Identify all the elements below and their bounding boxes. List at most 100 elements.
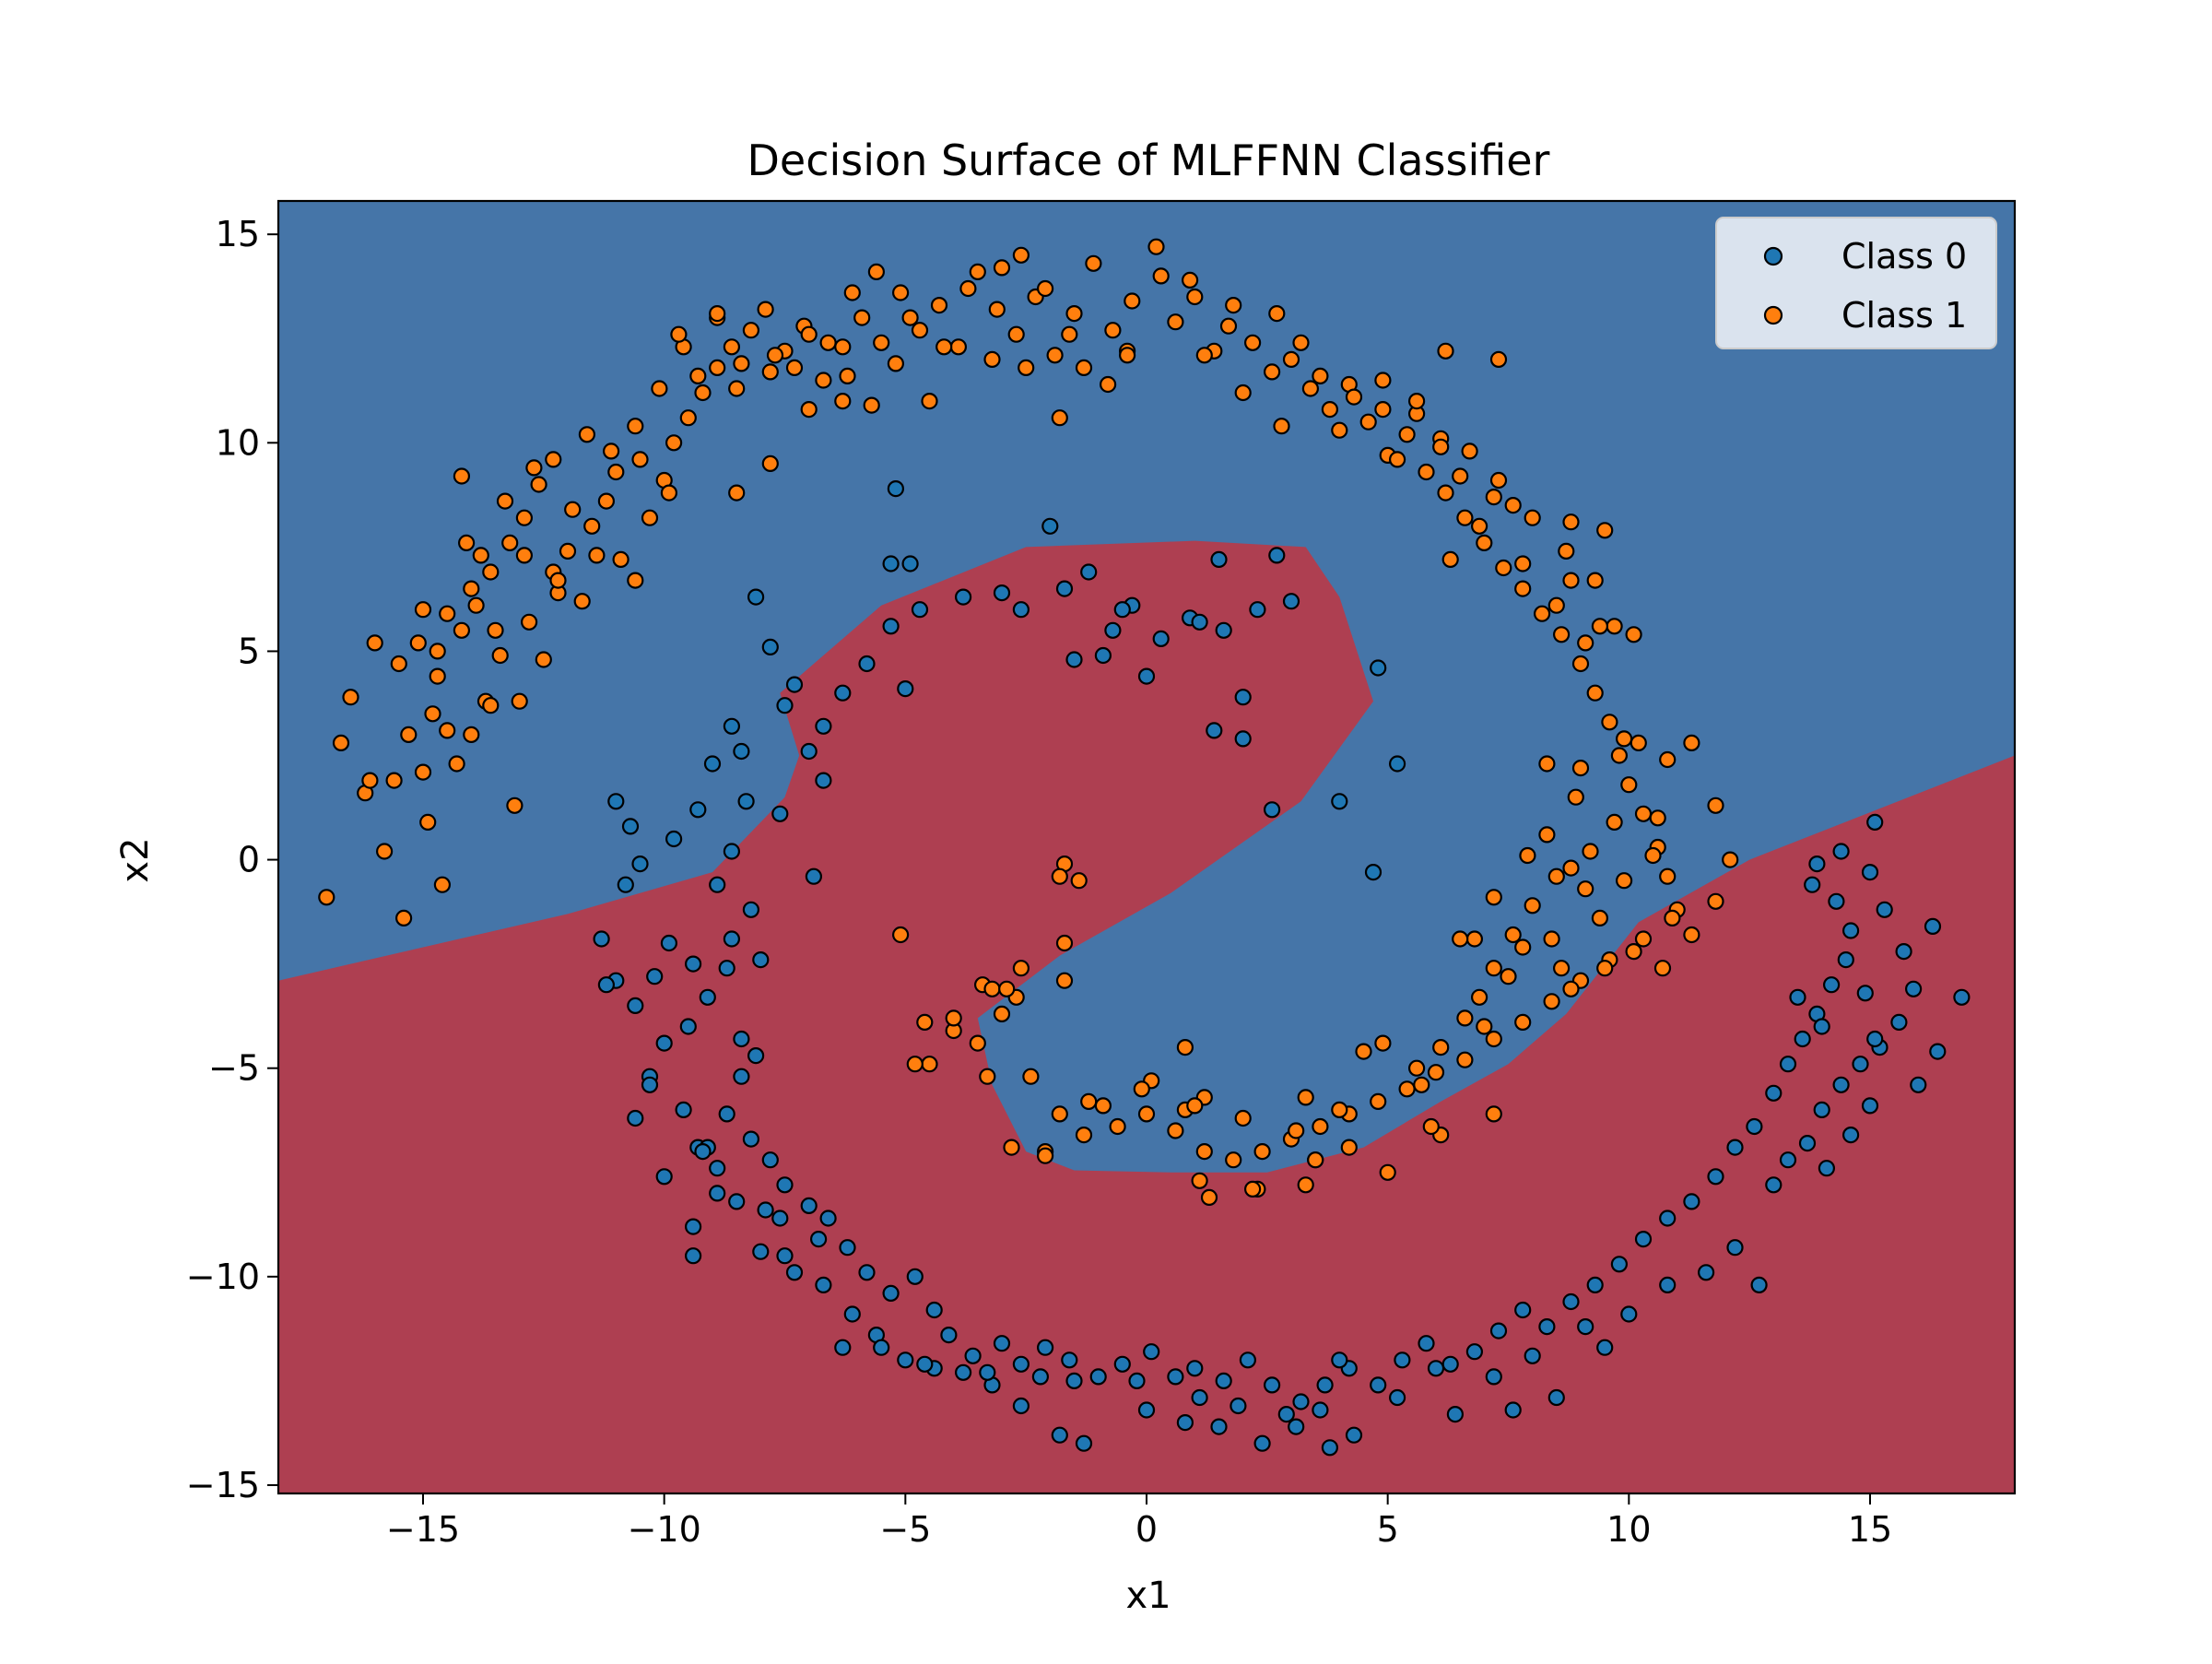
data-point-class-0 [1065, 651, 1083, 668]
data-point-class-1 [1625, 626, 1642, 643]
data-point-class-1 [573, 593, 591, 610]
data-point-class-1 [583, 517, 601, 535]
data-point-class-1 [1476, 534, 1493, 552]
data-point-class-0 [1634, 1230, 1653, 1248]
data-point-class-0 [1331, 1351, 1348, 1369]
data-point-class-0 [1152, 630, 1170, 648]
data-point-class-1 [482, 563, 500, 581]
data-point-class-1 [1263, 363, 1281, 381]
data-point-class-1 [1596, 522, 1614, 539]
data-point-class-0 [752, 1243, 770, 1260]
data-point-class-0 [776, 1176, 794, 1194]
data-point-class-1 [709, 359, 726, 376]
data-point-class-1 [834, 338, 852, 356]
data-point-class-0 [655, 1034, 673, 1052]
data-point-class-1 [670, 325, 688, 343]
data-point-class-1 [1470, 517, 1488, 535]
data-point-class-0 [1794, 1030, 1811, 1048]
data-point-class-1 [342, 689, 359, 706]
data-point-class-1 [1582, 843, 1599, 860]
data-point-class-1 [1562, 980, 1580, 997]
data-point-class-0 [776, 1247, 794, 1265]
data-point-class-1 [1147, 238, 1165, 255]
data-point-class-0 [785, 1264, 804, 1281]
data-point-class-1 [1601, 714, 1618, 731]
data-point-class-1 [1051, 409, 1068, 427]
data-point-class-0 [809, 1230, 828, 1248]
data-point-class-1 [1456, 1009, 1474, 1027]
data-point-class-0 [873, 1339, 890, 1356]
data-point-class-1 [472, 547, 489, 564]
data-point-class-1 [1552, 626, 1571, 643]
data-point-class-0 [1866, 1030, 1884, 1048]
data-point-class-0 [660, 934, 678, 952]
data-point-class-1 [1036, 279, 1054, 298]
data-point-class-1 [439, 605, 456, 622]
data-point-class-1 [1437, 342, 1454, 360]
data-point-class-1 [1495, 559, 1512, 577]
data-point-class-1 [1379, 1163, 1396, 1181]
data-point-class-1 [627, 572, 644, 589]
data-point-class-1 [1398, 1080, 1416, 1098]
data-point-class-0 [709, 1185, 726, 1202]
data-point-class-0 [1055, 580, 1074, 597]
data-point-class-0 [1726, 1139, 1744, 1156]
data-point-class-1 [1398, 426, 1416, 443]
data-point-class-1 [564, 501, 582, 518]
data-point-class-1 [1606, 618, 1623, 635]
data-point-class-1 [1055, 934, 1074, 952]
data-point-class-0 [1804, 876, 1821, 893]
data-point-class-1 [1571, 655, 1590, 673]
data-point-class-1 [689, 367, 707, 384]
data-point-class-1 [501, 534, 519, 552]
data-point-class-0 [1832, 1076, 1850, 1093]
data-point-class-0 [703, 755, 722, 773]
data-point-class-1 [1538, 826, 1556, 844]
data-point-class-1 [1567, 788, 1584, 806]
data-point-class-1 [1195, 1142, 1213, 1161]
legend: Class 0 Class 1 [1715, 217, 1997, 349]
data-point-class-0 [1929, 1043, 1947, 1060]
data-point-class-1 [1452, 467, 1469, 485]
data-point-class-1 [1543, 993, 1560, 1010]
data-point-class-1 [559, 542, 577, 561]
data-point-class-1 [853, 309, 871, 326]
data-point-class-1 [959, 279, 977, 298]
data-point-class-0 [1798, 1134, 1817, 1152]
data-point-class-0 [728, 1193, 746, 1210]
data-point-class-1 [482, 697, 500, 714]
data-point-class-0 [733, 1068, 750, 1085]
data-point-class-1 [515, 509, 534, 526]
data-point-class-0 [1137, 667, 1156, 685]
y-tick-label: 15 [216, 214, 260, 254]
data-point-class-1 [1234, 384, 1252, 402]
data-point-class-1 [545, 451, 562, 468]
data-point-class-0 [1750, 1276, 1768, 1294]
data-point-class-1 [1301, 380, 1320, 397]
data-point-class-0 [1316, 1376, 1334, 1394]
data-point-class-0 [954, 588, 972, 606]
data-point-class-0 [1779, 1056, 1797, 1073]
data-point-class-1 [612, 550, 629, 569]
data-point-class-0 [771, 1210, 789, 1227]
data-point-class-0 [1861, 863, 1879, 881]
data-point-class-1 [463, 580, 480, 597]
data-point-class-1 [1485, 1105, 1502, 1123]
data-point-class-1 [679, 409, 697, 427]
data-point-class-0 [621, 818, 640, 835]
data-point-class-1 [660, 484, 678, 502]
data-point-class-1 [1422, 1117, 1440, 1136]
data-point-class-1 [766, 347, 784, 364]
data-point-class-0 [1765, 1176, 1783, 1194]
data-point-class-1 [945, 1009, 962, 1027]
data-point-class-1 [1022, 1068, 1040, 1085]
data-point-class-1 [1345, 388, 1363, 406]
data-point-class-1 [1625, 942, 1642, 961]
data-point-class-1 [1137, 1105, 1156, 1123]
plot-inner [278, 201, 2015, 1493]
data-point-class-0 [742, 1130, 760, 1148]
data-point-class-1 [627, 418, 644, 435]
data-point-class-1 [1036, 1147, 1054, 1164]
data-point-class-0 [1861, 1097, 1879, 1115]
data-point-class-1 [1200, 1188, 1218, 1207]
